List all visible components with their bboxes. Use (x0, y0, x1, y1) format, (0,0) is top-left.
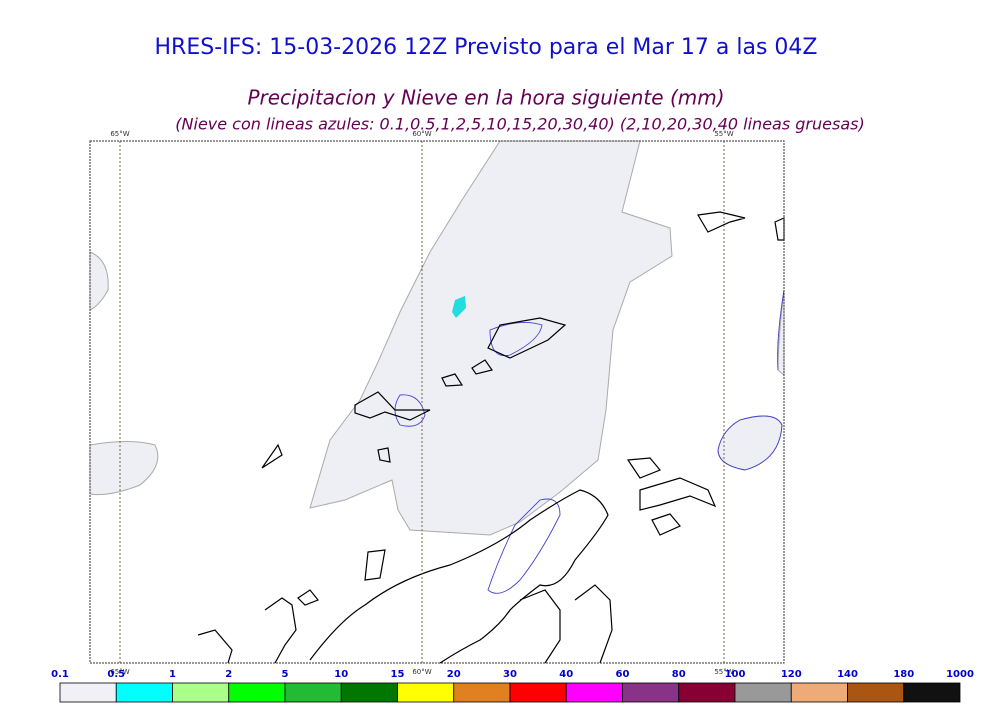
colorbar-swatch (903, 682, 961, 703)
colorbar-label: 40 (559, 669, 573, 680)
meridians (119, 141, 725, 663)
colorbar-swatch (678, 682, 736, 703)
colorbar-label: 2 (225, 669, 232, 680)
colorbar-label: 180 (893, 669, 914, 680)
meridian-label: 60°W (412, 130, 431, 138)
precip-area (89, 251, 785, 496)
note: (Nieve con lineas azules: 0.1,0.5,1,2,5,… (175, 115, 864, 134)
map-frame (89, 140, 785, 664)
title: HRES-IFS: 15-03-2026 12Z Previsto para e… (155, 35, 818, 60)
precip-area (309, 140, 673, 536)
meridian-label: 55°W (714, 130, 733, 138)
meridian-label: 55°W (714, 668, 733, 676)
colorbar-swatch (172, 682, 230, 703)
colorbar: 0.1 0.5 1 2 5 10 15 20 30 40 60 80 100 120 140 180 1000 (51, 669, 974, 703)
colorbar-swatch (734, 682, 792, 703)
colorbar-label: 140 (837, 669, 858, 680)
colorbar-swatch (397, 682, 455, 703)
colorbar-swatch (847, 682, 905, 703)
meridian-label: 60°W (412, 668, 431, 676)
colorbar-swatch (284, 682, 342, 703)
snow-patch (452, 296, 466, 318)
colorbar-swatch (228, 682, 286, 703)
coastline (197, 211, 785, 664)
colorbar-swatch (59, 682, 117, 703)
colorbar-label: 30 (503, 669, 517, 680)
colorbar-swatch (115, 682, 173, 703)
meridian-label: 65°W (110, 130, 129, 138)
colorbar-label: 1 (169, 669, 176, 680)
colorbar-label: 0.5 (107, 669, 125, 680)
colorbar-label: 100 (725, 669, 746, 680)
colorbar-label: 10 (334, 669, 348, 680)
colorbar-swatch (790, 682, 848, 703)
subtitle: Precipitacion y Nieve en la hora siguien… (247, 86, 724, 110)
snow-contour (394, 289, 785, 594)
colorbar-label: 80 (672, 669, 686, 680)
colorbar-swatch (509, 682, 567, 703)
colorbar-swatch (622, 682, 680, 703)
colorbar-swatch (340, 682, 398, 703)
colorbar-label: 15 (391, 669, 405, 680)
colorbar-label: 20 (447, 669, 461, 680)
colorbar-label: 120 (781, 669, 802, 680)
colorbar-label: 0.1 (51, 669, 69, 680)
colorbar-swatch (453, 682, 511, 703)
colorbar-label: 60 (616, 669, 630, 680)
colorbar-label: 1000 (946, 669, 974, 680)
colorbar-swatch (565, 682, 623, 703)
colorbar-label: 5 (282, 669, 289, 680)
meridian-label: 65°W (110, 668, 129, 676)
map: 65°W 60°W 55°W 65°W 60°W 55°W (89, 130, 785, 676)
